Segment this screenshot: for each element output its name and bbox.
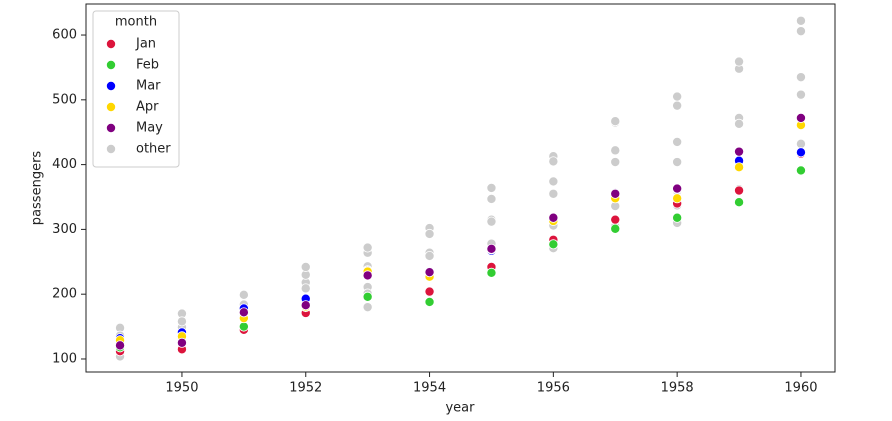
point	[424, 228, 435, 239]
point	[176, 316, 187, 327]
legend-marker	[106, 143, 117, 154]
legend-label: Apr	[136, 100, 159, 115]
point	[734, 118, 745, 129]
legend-marker	[106, 60, 117, 71]
legend-label: other	[136, 142, 171, 157]
point	[795, 89, 806, 100]
y-tick-label: 600	[52, 28, 77, 43]
point	[486, 267, 497, 278]
x-tick-label: 1958	[661, 381, 694, 396]
point	[672, 100, 683, 111]
point	[424, 296, 435, 307]
point	[795, 112, 806, 123]
plot-frame	[85, 3, 836, 373]
point	[362, 242, 373, 253]
point	[610, 145, 621, 156]
point	[672, 91, 683, 102]
point	[795, 72, 806, 83]
y-tick-label: 300	[52, 222, 77, 237]
point	[672, 136, 683, 147]
point	[610, 116, 621, 127]
point	[734, 146, 745, 157]
point	[362, 302, 373, 313]
point	[734, 197, 745, 208]
point	[734, 185, 745, 196]
point	[486, 182, 497, 193]
point	[734, 162, 745, 173]
point	[548, 156, 559, 167]
legend-marker	[106, 102, 117, 113]
point	[238, 307, 249, 318]
point	[176, 337, 187, 348]
point	[548, 188, 559, 199]
legend-label: Feb	[136, 58, 159, 73]
legend-marker	[106, 81, 117, 92]
point	[300, 283, 311, 294]
point	[115, 340, 126, 351]
point	[610, 223, 621, 234]
y-tick-label: 500	[52, 92, 77, 107]
point	[486, 243, 497, 254]
legend-marker	[106, 39, 117, 50]
point	[486, 216, 497, 227]
y-axis-label: passengers	[30, 151, 45, 226]
legend-label: Mar	[136, 79, 161, 94]
point	[362, 270, 373, 281]
point	[548, 212, 559, 223]
point	[795, 26, 806, 37]
x-tick-label: 1960	[784, 381, 817, 396]
point	[424, 250, 435, 261]
point	[795, 138, 806, 149]
point	[300, 300, 311, 311]
y-tick-label: 100	[52, 351, 77, 366]
point	[672, 193, 683, 204]
point	[238, 289, 249, 300]
point	[486, 193, 497, 204]
point	[795, 165, 806, 176]
legend-title: month	[115, 15, 157, 30]
point	[548, 176, 559, 187]
point	[610, 157, 621, 168]
x-tick-label: 1954	[413, 381, 446, 396]
point	[672, 212, 683, 223]
point	[610, 214, 621, 225]
point	[548, 239, 559, 250]
point	[238, 321, 249, 332]
point	[672, 157, 683, 168]
point	[424, 286, 435, 297]
point	[672, 183, 683, 194]
y-tick-label: 400	[52, 157, 77, 172]
x-axis-label: year	[445, 401, 475, 416]
y-tick-label: 200	[52, 287, 77, 302]
legend-label: Jan	[135, 37, 156, 52]
legend-marker	[106, 123, 117, 134]
point	[795, 15, 806, 26]
x-tick-label: 1950	[165, 381, 198, 396]
x-tick-label: 1952	[289, 381, 322, 396]
point	[734, 56, 745, 67]
point	[424, 267, 435, 278]
point	[300, 261, 311, 272]
point	[610, 188, 621, 199]
legend-label: May	[136, 121, 163, 136]
x-tick-label: 1956	[537, 381, 570, 396]
point	[362, 291, 373, 302]
point	[795, 147, 806, 158]
